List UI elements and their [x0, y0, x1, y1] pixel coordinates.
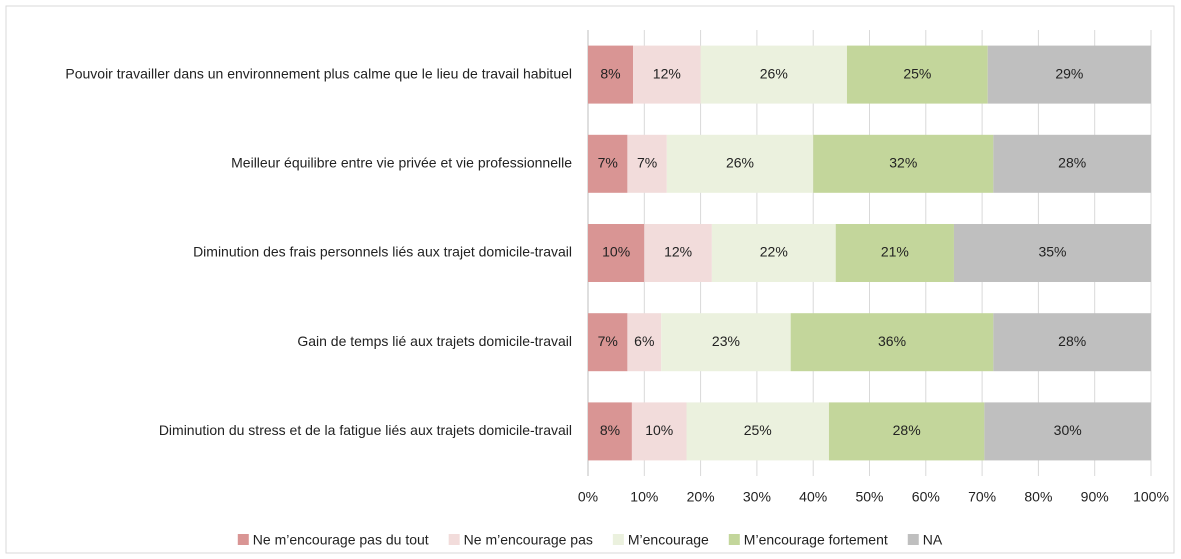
- bar-segment: [633, 45, 701, 104]
- category-label: Gain de temps lié aux trajets domicile-t…: [297, 333, 572, 349]
- legend-label: M’encourage fortement: [744, 532, 888, 548]
- legend: Ne m’encourage pas du tout Ne m’encourage…: [237, 532, 943, 548]
- bar-segment: [987, 45, 1151, 104]
- x-tick-label: 10%: [630, 489, 658, 505]
- category-label: Pouvoir travailler dans un environnement…: [65, 65, 572, 81]
- x-tick-label: 30%: [743, 489, 771, 505]
- bar-segment: [686, 402, 829, 461]
- data-label: 30%: [1054, 422, 1082, 438]
- bar-segment: [588, 134, 628, 193]
- data-label: 12%: [653, 65, 681, 81]
- data-label: 25%: [903, 65, 931, 81]
- data-label: 12%: [664, 244, 692, 260]
- legend-swatch: [728, 534, 740, 545]
- category-label: Meilleur équilibre entre vie privée et v…: [231, 155, 572, 171]
- data-label: 22%: [760, 244, 788, 260]
- data-label: 8%: [600, 65, 620, 81]
- data-label: 25%: [744, 422, 772, 438]
- data-label: 7%: [637, 155, 657, 171]
- data-label: 28%: [1058, 333, 1086, 349]
- legend-label: Ne m’encourage pas du tout: [253, 532, 429, 548]
- data-label: 7%: [598, 333, 618, 349]
- data-label: 7%: [598, 155, 618, 171]
- bar-segment: [711, 224, 836, 282]
- x-tick-label: 90%: [1081, 489, 1109, 505]
- legend-swatch: [907, 534, 919, 545]
- bar-segment: [631, 402, 687, 461]
- legend-swatch: [237, 534, 249, 545]
- data-label: 32%: [889, 155, 917, 171]
- bar-segment: [666, 134, 814, 193]
- bar-segment: [984, 402, 1151, 461]
- bar-segment: [627, 134, 667, 193]
- legend-label: M’encourage: [628, 532, 709, 548]
- x-tick-label: 60%: [912, 489, 940, 505]
- data-label: 26%: [760, 65, 788, 81]
- bar-segment: [588, 402, 632, 461]
- bar-segment: [700, 45, 847, 104]
- bar-segment: [846, 45, 988, 104]
- x-tick-label: 80%: [1024, 489, 1052, 505]
- bar-segment: [993, 313, 1151, 372]
- data-label: 29%: [1055, 65, 1083, 81]
- x-tick-label: 70%: [968, 489, 996, 505]
- category-label: Diminution des frais personnels liés aux…: [193, 244, 572, 260]
- bar-segment: [828, 402, 985, 461]
- bar-segment: [813, 134, 994, 193]
- bar-segment: [661, 313, 791, 372]
- bar-segment: [644, 224, 712, 282]
- legend-swatch: [448, 534, 460, 545]
- category-label: Diminution du stress et de la fatigue li…: [159, 422, 572, 438]
- legend-label: Ne m’encourage pas: [464, 532, 593, 548]
- legend-label: NA: [923, 532, 943, 548]
- data-label: 36%: [878, 333, 906, 349]
- bar-segment: [790, 313, 994, 372]
- data-label: 26%: [726, 155, 754, 171]
- data-label: 6%: [634, 333, 654, 349]
- bar-segment: [993, 134, 1151, 193]
- data-label: 23%: [712, 333, 740, 349]
- x-tick-label: 100%: [1133, 489, 1169, 505]
- bar-segment: [835, 224, 954, 282]
- data-label: 8%: [600, 422, 620, 438]
- data-label: 28%: [1058, 155, 1086, 171]
- bar-segment: [953, 224, 1151, 282]
- bar-segment: [588, 45, 634, 104]
- data-label: 10%: [645, 422, 673, 438]
- data-label: 21%: [881, 244, 909, 260]
- x-tick-label: 0%: [578, 489, 598, 505]
- bar-segment: [627, 313, 662, 372]
- data-label: 35%: [1038, 244, 1066, 260]
- x-tick-label: 20%: [687, 489, 715, 505]
- x-tick-label: 50%: [855, 489, 883, 505]
- data-label: 10%: [602, 244, 630, 260]
- x-tick-label: 40%: [799, 489, 827, 505]
- legend-swatch: [612, 534, 624, 545]
- bar-segment: [588, 224, 645, 282]
- data-label: 28%: [893, 422, 921, 438]
- bar-segment: [588, 313, 628, 372]
